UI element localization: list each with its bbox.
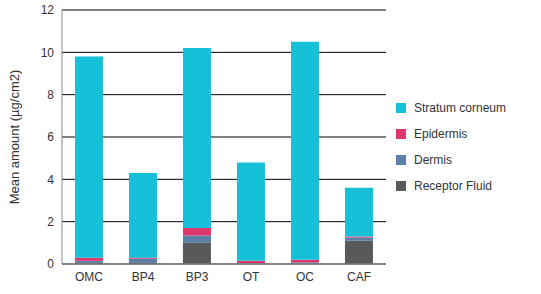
svg-text:12: 12 [41,3,55,17]
svg-text:OMC: OMC [75,270,103,284]
svg-text:6: 6 [47,130,54,144]
svg-text:0: 0 [47,257,54,271]
svg-text:10: 10 [41,46,55,60]
svg-text:BP4: BP4 [132,270,155,284]
html-text:Epidermis: Epidermis [414,127,468,141]
html-text:Receptor Fluid: Receptor Fluid [414,179,492,193]
svg-text:Mean amount (µg/cm2): Mean amount (µg/cm2) [8,70,22,205]
html-text:Dermis: Dermis [414,153,452,167]
html-text:Stratum corneum: Stratum corneum [414,101,506,115]
svg-text:BP3: BP3 [186,270,209,284]
svg-text:OC: OC [296,270,314,284]
svg-text:OT: OT [243,270,260,284]
svg-text:2: 2 [47,215,54,229]
svg-text:4: 4 [47,173,54,187]
svg-text:8: 8 [47,88,54,102]
svg-text:CAF: CAF [347,270,371,284]
